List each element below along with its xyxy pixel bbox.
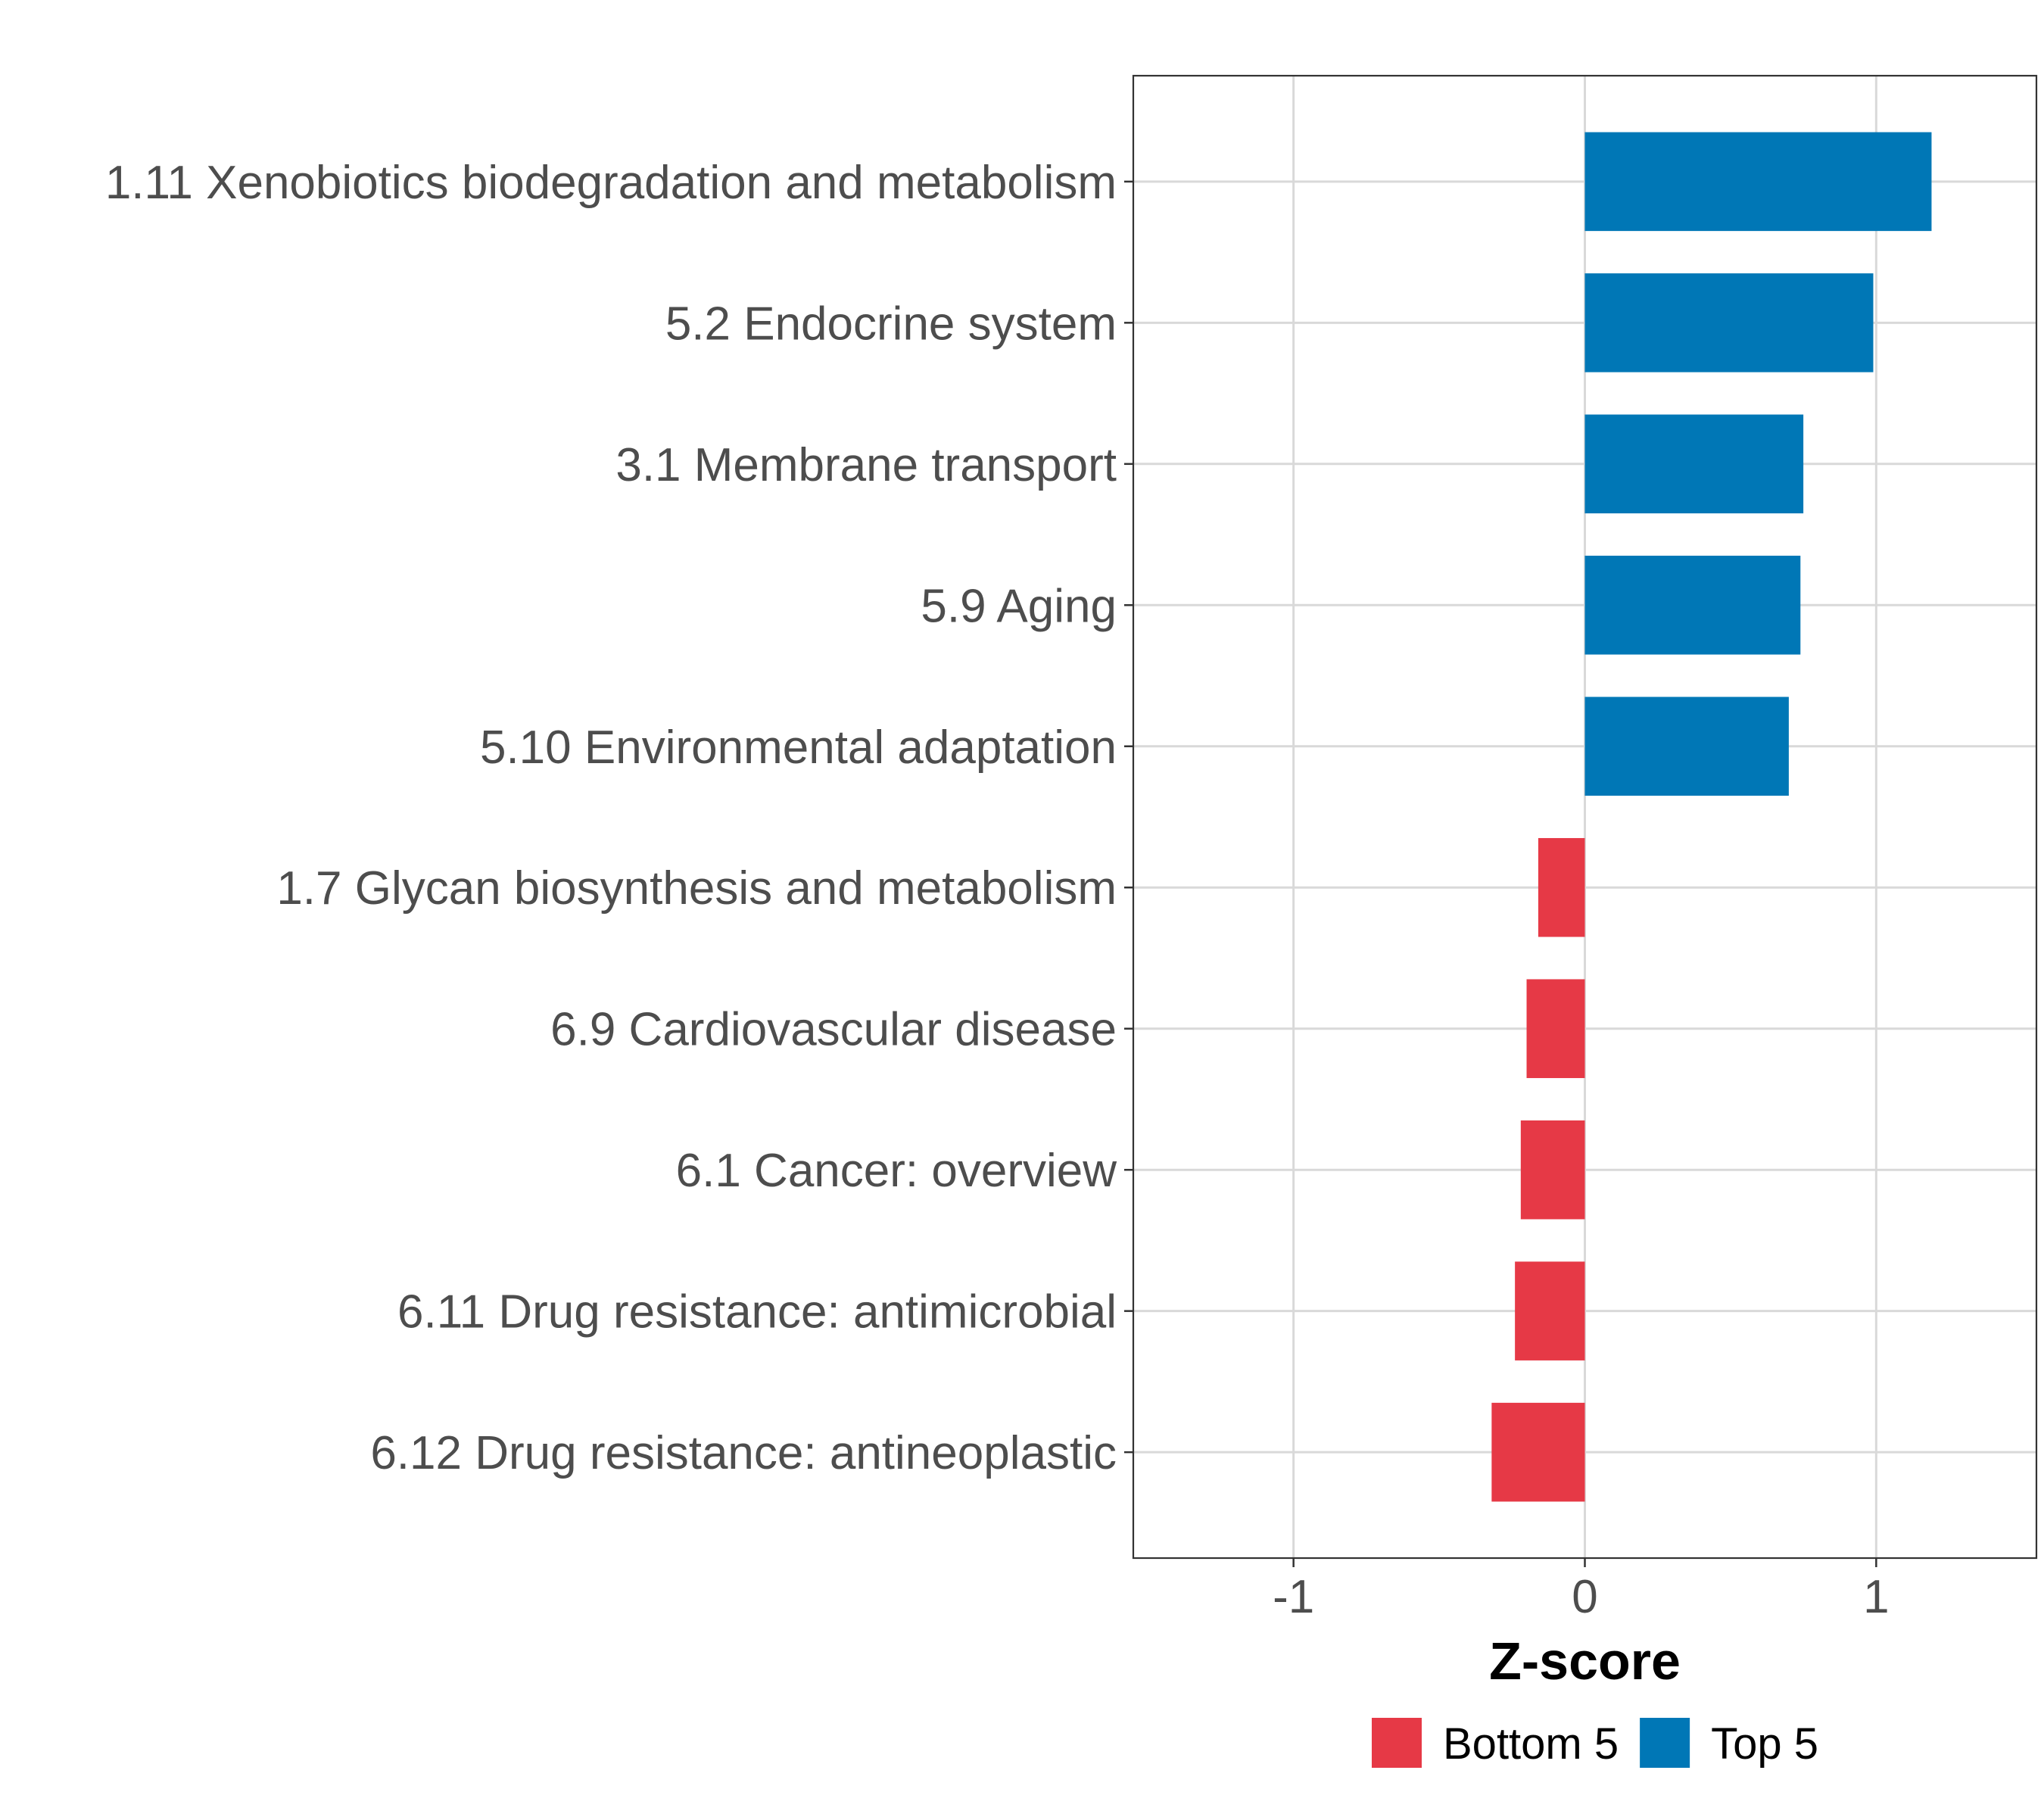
category-label: 5.10 Environmental adaptation bbox=[480, 722, 1117, 774]
bar bbox=[1538, 837, 1585, 937]
bar bbox=[1520, 1120, 1585, 1220]
category-label: 6.11 Drug resistance: antimicrobial bbox=[397, 1286, 1117, 1339]
category-label: 1.11 Xenobiotics biodegradation and meta… bbox=[105, 157, 1117, 209]
x-tick-label: 1 bbox=[1863, 1571, 1889, 1623]
bar bbox=[1584, 273, 1874, 372]
y-axis-ticks bbox=[1124, 180, 1133, 1454]
x-tick-label: -1 bbox=[1273, 1571, 1314, 1623]
category-label: 6.9 Cardiovascular disease bbox=[550, 1004, 1117, 1056]
category-label: 5.2 Endocrine system bbox=[665, 298, 1117, 350]
legend-key bbox=[1640, 1718, 1690, 1768]
x-axis-title: Z-score bbox=[1489, 1632, 1681, 1691]
bar bbox=[1491, 1402, 1585, 1502]
x-axis-labels: -1 0 1 bbox=[1273, 1571, 1889, 1623]
legend-label: Bottom 5 bbox=[1443, 1719, 1619, 1769]
bar bbox=[1584, 697, 1789, 796]
bars-group bbox=[1491, 132, 1932, 1502]
bar bbox=[1515, 1261, 1585, 1360]
bar bbox=[1526, 979, 1585, 1078]
bar bbox=[1584, 414, 1804, 514]
category-label: 6.1 Cancer: overview bbox=[676, 1145, 1117, 1197]
category-label: 6.12 Drug resistance: antineoplastic bbox=[370, 1427, 1117, 1479]
category-label: 1.7 Glycan biosynthesis and metabolism bbox=[276, 862, 1117, 915]
category-label: 5.9 Aging bbox=[921, 580, 1117, 632]
x-tick-label: 0 bbox=[1572, 1571, 1597, 1623]
y-axis-labels: 1.11 Xenobiotics biodegradation and meta… bbox=[105, 157, 1117, 1479]
legend: Bottom 5 Top 5 bbox=[1372, 1718, 1818, 1769]
bar bbox=[1584, 556, 1801, 655]
legend-key bbox=[1372, 1718, 1422, 1768]
legend-label: Top 5 bbox=[1711, 1719, 1818, 1769]
bar bbox=[1584, 132, 1932, 232]
category-label: 3.1 Membrane transport bbox=[615, 439, 1117, 491]
x-axis-ticks bbox=[1292, 1558, 1877, 1567]
